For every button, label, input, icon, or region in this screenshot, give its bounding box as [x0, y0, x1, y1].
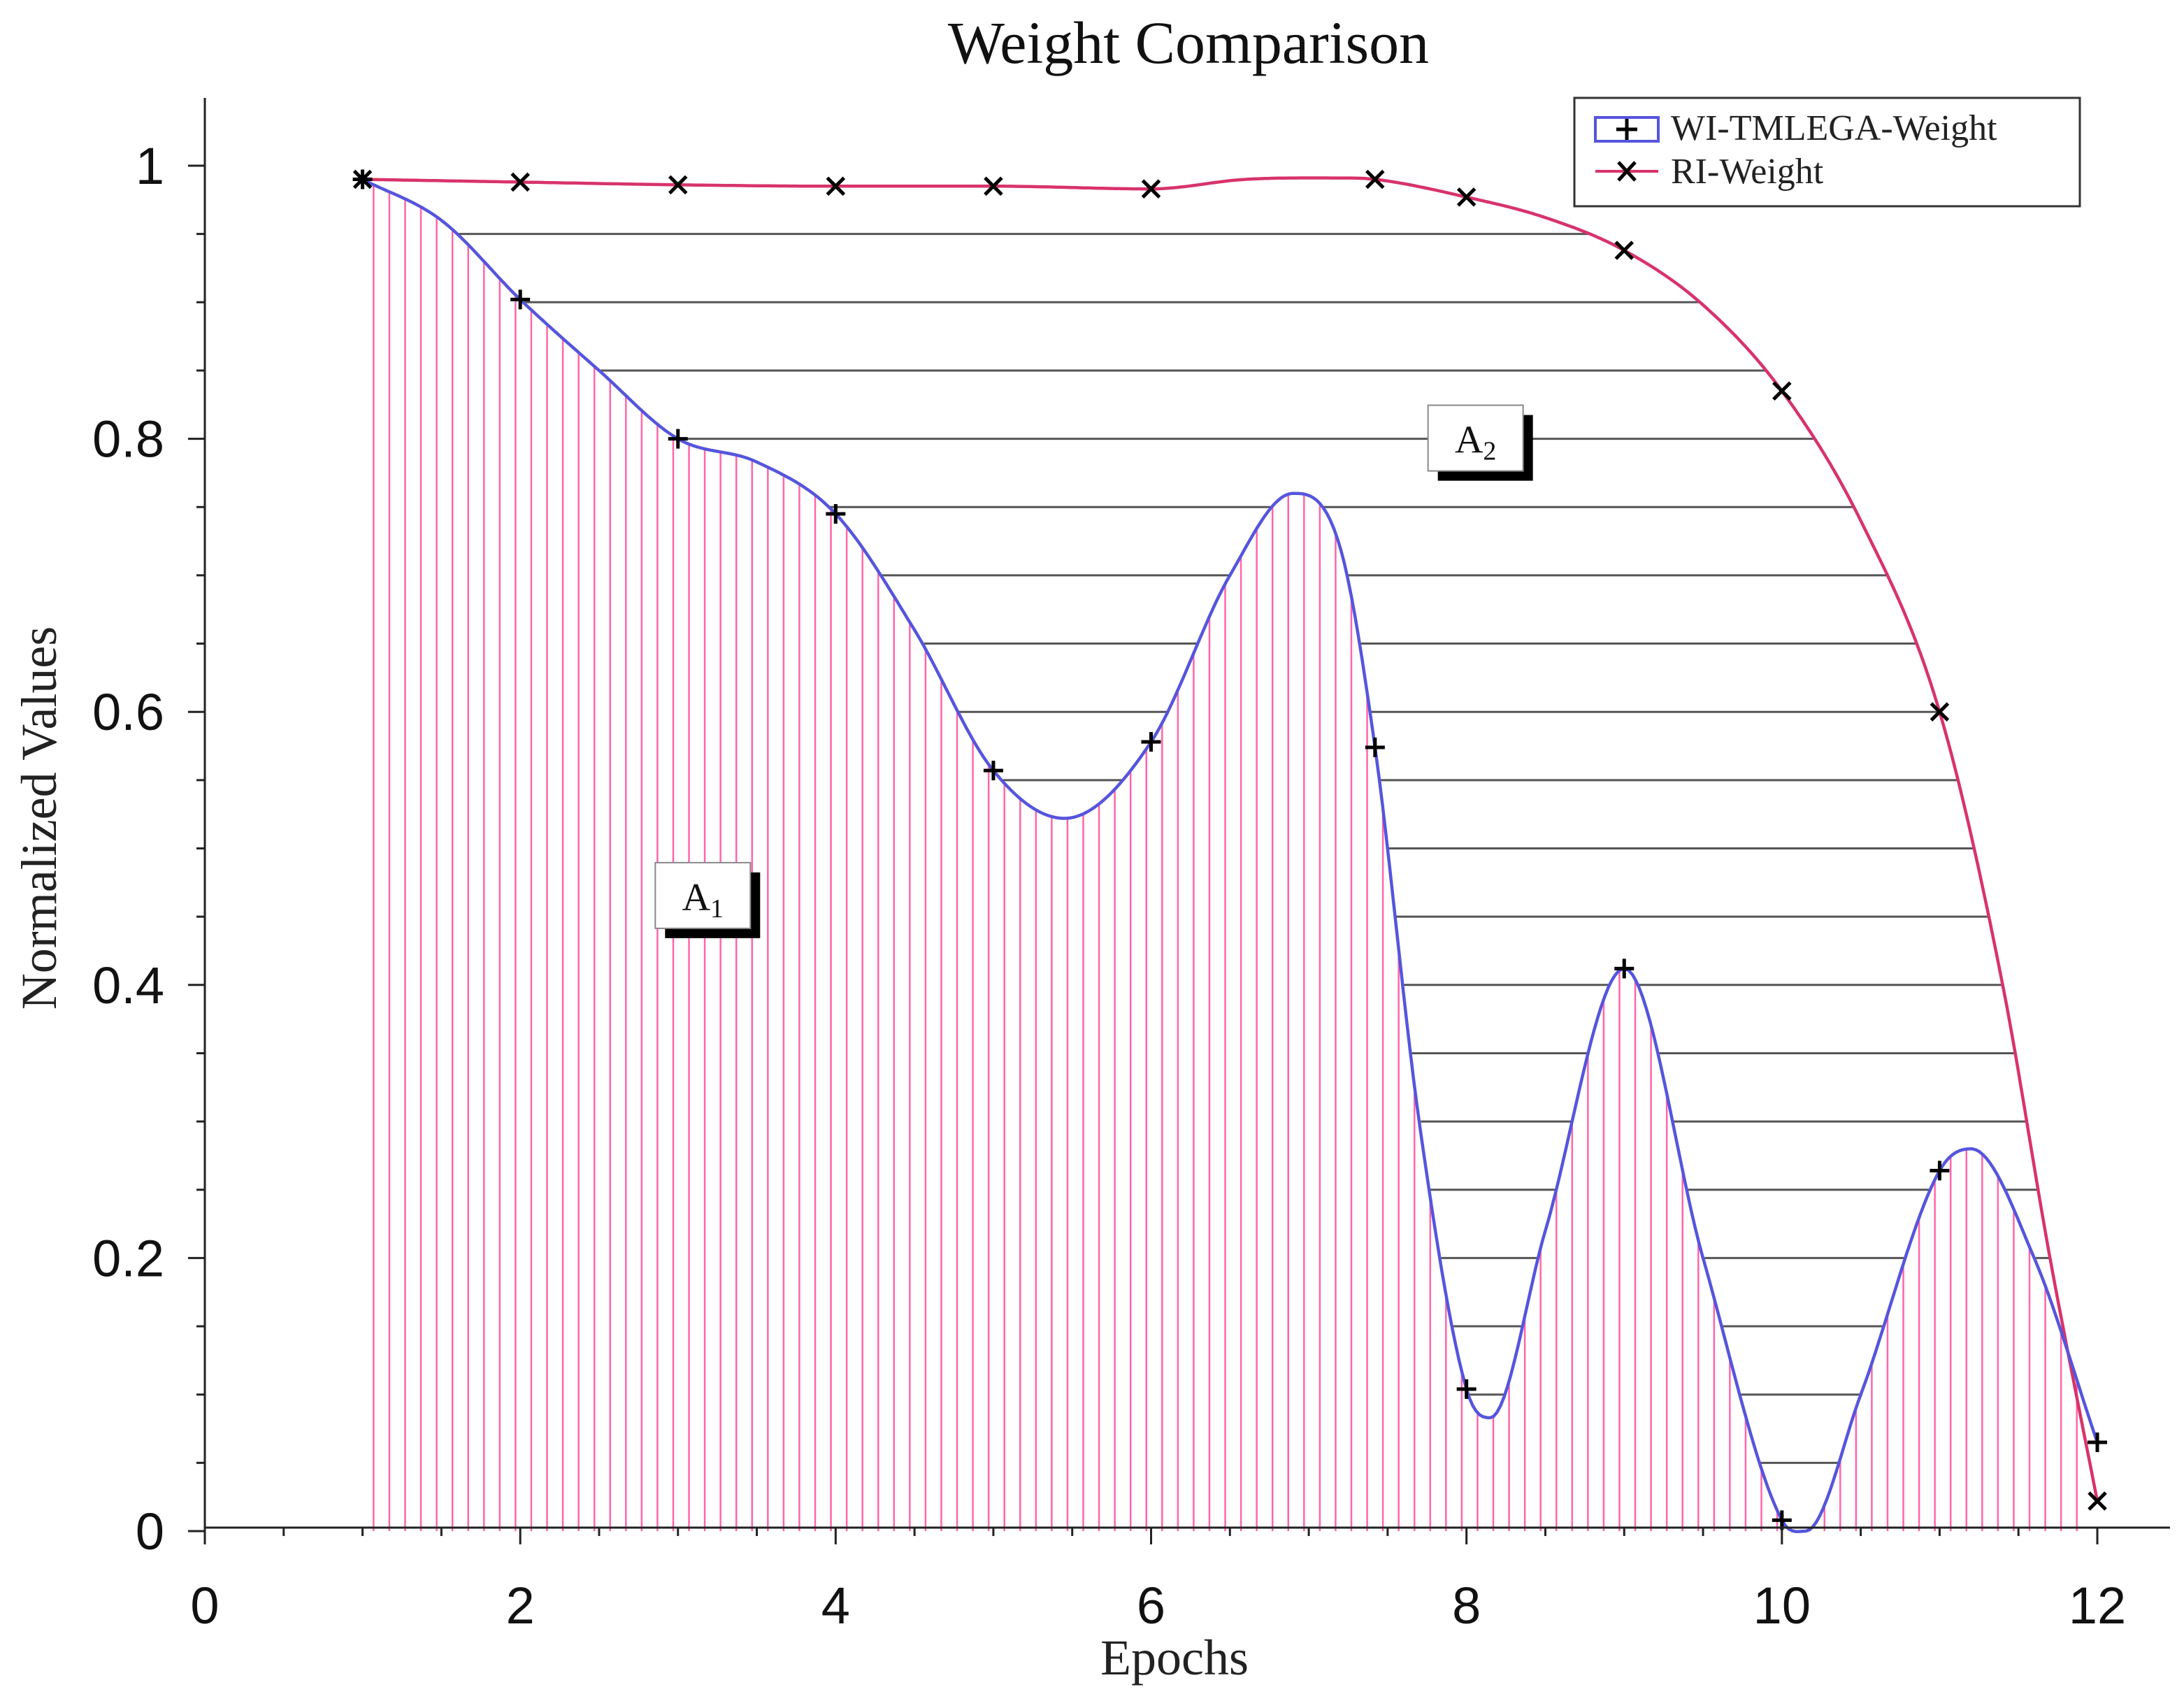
- ri-weight-point: [1456, 187, 1477, 207]
- wi-tmlega-point: [1141, 732, 1161, 752]
- y-axis-title: Normalized Values: [11, 626, 67, 1010]
- ri-weight-point: [1141, 179, 1161, 199]
- legend-x-marker: [1617, 161, 1637, 182]
- y-tick-label: 0.6: [92, 683, 164, 741]
- series-layer: [361, 176, 2099, 1533]
- ri-weight-point: [668, 175, 688, 195]
- x-axis-title: Epochs: [1100, 1630, 1249, 1686]
- ri-weight-point: [510, 172, 530, 192]
- wi-tmlega-point: [983, 761, 1003, 781]
- ri-weight-point: [1365, 169, 1385, 189]
- x-tick-label: 0: [190, 1577, 219, 1635]
- x-tick-label: 6: [1137, 1577, 1165, 1635]
- wi-tmlega-point: [1456, 1379, 1477, 1399]
- chart-title: Weight Comparison: [948, 9, 1429, 76]
- ri-weight-point: [1930, 702, 1950, 722]
- x-tick-label: 12: [2069, 1577, 2126, 1635]
- ri-weight-point: [826, 176, 846, 196]
- y-tick-label: 0.8: [92, 410, 164, 468]
- area-label-box: [654, 861, 752, 929]
- ri-weight-point: [984, 176, 1003, 196]
- y-tick-label: 1: [136, 137, 164, 195]
- axes: [188, 98, 2170, 1544]
- x-tick-label: 2: [506, 1577, 535, 1635]
- marker-layer: [352, 169, 2107, 1530]
- wi-tmlega-point: [1365, 737, 1385, 757]
- area-label-a2: A2: [1427, 404, 1533, 481]
- wi-tmlega-point: [1930, 1161, 1950, 1181]
- series-line-ri-weight: [362, 176, 2099, 1502]
- area-label-text: A1: [682, 876, 724, 924]
- y-tick-label: 0.2: [92, 1229, 164, 1287]
- wi-tmlega-point: [510, 289, 531, 310]
- series-line-wi-tmlega: [361, 178, 2099, 1533]
- area-label-box: [1427, 404, 1524, 472]
- y-tick-label: 0.4: [92, 956, 164, 1014]
- wi-tmlega-point: [668, 429, 688, 449]
- ri-weight-point: [352, 169, 373, 189]
- wi-tmlega-point: [826, 504, 846, 524]
- area-label-text: A2: [1455, 419, 1496, 466]
- area-fill-layer: [373, 185, 2078, 1531]
- ri-weight-point: [1772, 381, 1792, 401]
- legend-box: [1573, 96, 2081, 208]
- x-tick-label: 4: [821, 1577, 850, 1635]
- area-annotations: A1 A2: [654, 404, 1533, 938]
- area-label-a1: A1: [654, 861, 761, 938]
- wi-tmlega-point: [1614, 959, 1635, 979]
- legend: WI-TMLEGA-Weight RI-Weight: [1573, 96, 2081, 208]
- legend-label-ri-weight: RI-Weight: [1671, 152, 1824, 192]
- tick-labels: 0 2 4 6 8 10 12 0 0.2 0.4 0.6 0.8 1: [92, 137, 2126, 1635]
- x-tick-label: 10: [1753, 1577, 1811, 1635]
- y-tick-label: 0: [136, 1502, 164, 1560]
- legend-label-wi-tmlega: WI-TMLEGA-Weight: [1671, 108, 1997, 148]
- legend-swatch-wi-tmlega: [1594, 116, 1660, 143]
- wi-tmlega-point: [2088, 1433, 2107, 1453]
- ri-weight-point: [1614, 241, 1635, 260]
- x-tick-label: 8: [1452, 1577, 1481, 1635]
- ri-weight-point: [2088, 1491, 2107, 1511]
- legend-plus-marker: [1616, 119, 1637, 140]
